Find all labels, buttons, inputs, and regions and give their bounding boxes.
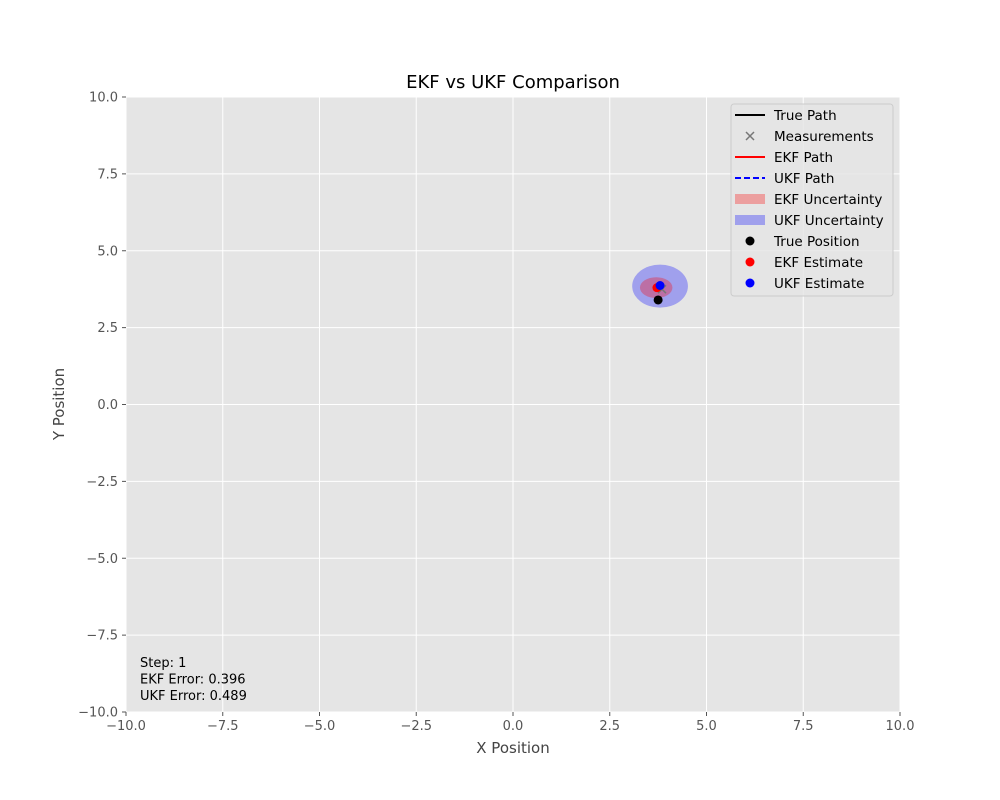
x-tick-label: 7.5 <box>793 719 814 734</box>
x-tick-label: −7.5 <box>207 719 239 734</box>
y-tick-label: 0.0 <box>97 398 118 413</box>
legend-label: UKF Path <box>774 171 834 187</box>
x-tick-label: 2.5 <box>599 719 620 734</box>
annotation-line: Step: 1 <box>140 656 186 671</box>
x-tick-label: 5.0 <box>696 719 717 734</box>
chart-marks <box>652 280 667 305</box>
x-tick-label: 0.0 <box>503 719 524 734</box>
true-position-point <box>653 295 663 305</box>
legend-handle-dot <box>745 278 755 288</box>
y-ticks: −10.0 −7.5 −5.0 −2.5 0.0 2.5 5.0 7.5 10.0 <box>78 91 126 721</box>
y-tick-label: −10.0 <box>78 706 118 721</box>
annotation-line: UKF Error: 0.489 <box>140 689 247 704</box>
x-tick-label: −5.0 <box>304 719 336 734</box>
y-tick-label: 10.0 <box>89 91 118 106</box>
x-tick-label: −10.0 <box>106 719 146 734</box>
legend-frame <box>730 103 894 297</box>
legend-handle-patch <box>735 194 765 204</box>
legend-label: Measurements <box>774 129 874 145</box>
legend-label: EKF Uncertainty <box>774 192 882 208</box>
y-tick-label: −7.5 <box>86 629 118 644</box>
chart-title: EKF vs UKF Comparison <box>406 72 620 93</box>
y-tick-label: 5.0 <box>97 244 118 259</box>
y-tick-label: −2.5 <box>86 475 118 490</box>
legend: True Path Measurements EKF Path UKF Path EKF… <box>730 103 894 297</box>
legend-handle-x <box>745 131 755 141</box>
y-axis-label: Y Position <box>50 368 68 441</box>
y-tick-label: −5.0 <box>86 552 118 567</box>
legend-label: True Path <box>773 108 837 124</box>
legend-label: UKF Uncertainty <box>774 213 884 229</box>
legend-label: True Position <box>773 234 860 250</box>
y-tick-label: 7.5 <box>97 167 118 182</box>
legend-handle-patch <box>735 215 765 225</box>
legend-handle-dot <box>745 236 755 246</box>
annotation-line: EKF Error: 0.396 <box>140 673 246 688</box>
y-tick-label: 2.5 <box>97 321 118 336</box>
x-ticks: −10.0 −7.5 −5.0 −2.5 0.0 2.5 5.0 7.5 10.0 <box>106 712 914 734</box>
x-axis-label: X Position <box>476 739 549 757</box>
ukf-estimate-point <box>655 280 665 290</box>
legend-handle-dot <box>745 257 755 267</box>
legend-label: EKF Estimate <box>774 255 863 271</box>
legend-label: UKF Estimate <box>774 276 864 292</box>
x-tick-label: −2.5 <box>400 719 432 734</box>
x-tick-label: 10.0 <box>886 719 915 734</box>
legend-label: EKF Path <box>774 150 833 166</box>
